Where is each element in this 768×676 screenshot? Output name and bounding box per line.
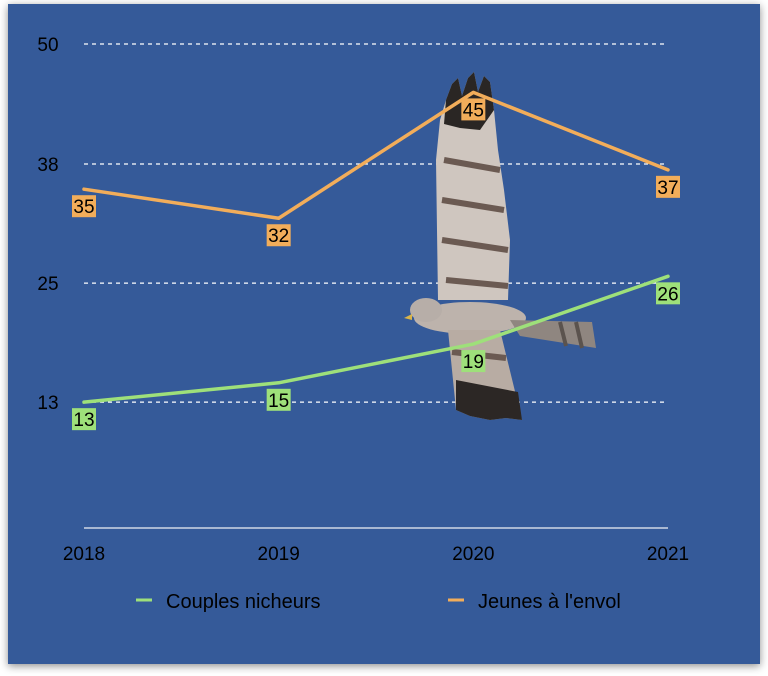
data-label: 37 [657,178,678,199]
y-tick-label: 13 [37,393,58,414]
x-tick-label: 2018 [63,544,105,565]
data-label-box [266,224,291,247]
data-label: 35 [73,197,94,218]
axes: 13 25 38 50 2018 2019 2020 2021 [37,35,689,565]
x-tick-label: 2021 [647,544,689,565]
y-tick-label: 50 [37,35,58,56]
chart-panel: 13 25 38 50 2018 2019 2020 2021 13 15 19 26 35 32 45 3… [8,4,760,664]
data-label: 13 [73,410,94,431]
series-lines [82,90,670,404]
data-label-box [656,282,680,305]
legend: Couples nicheurs Jeunes à l'envol [136,591,621,613]
data-label-box [266,388,291,411]
data-label-box [656,175,680,198]
harrier-bird-icon [404,72,596,420]
data-label-box [72,408,96,431]
y-tick-label: 38 [37,155,58,176]
data-label-box [72,195,96,218]
data-label: 26 [657,284,678,305]
data-label: 32 [268,226,289,247]
x-tick-label: 2020 [452,544,494,565]
y-tick-label: 25 [37,274,58,295]
legend-label: Couples nicheurs [166,591,321,613]
legend-label: Jeunes à l'envol [478,591,621,613]
data-label: 45 [463,100,484,121]
grid-lines [84,43,668,403]
data-label: 15 [268,391,289,412]
data-label: 19 [463,352,484,373]
series-line-1 [82,274,670,404]
data-label-box [461,350,486,373]
series-line-2 [82,90,670,220]
x-tick-label: 2019 [258,544,300,565]
data-label-box [461,98,486,121]
data-labels: 13 15 19 26 35 32 45 37 [72,98,680,431]
line-chart: 13 25 38 50 2018 2019 2020 2021 13 15 19 26 35 32 45 3… [37,35,689,613]
